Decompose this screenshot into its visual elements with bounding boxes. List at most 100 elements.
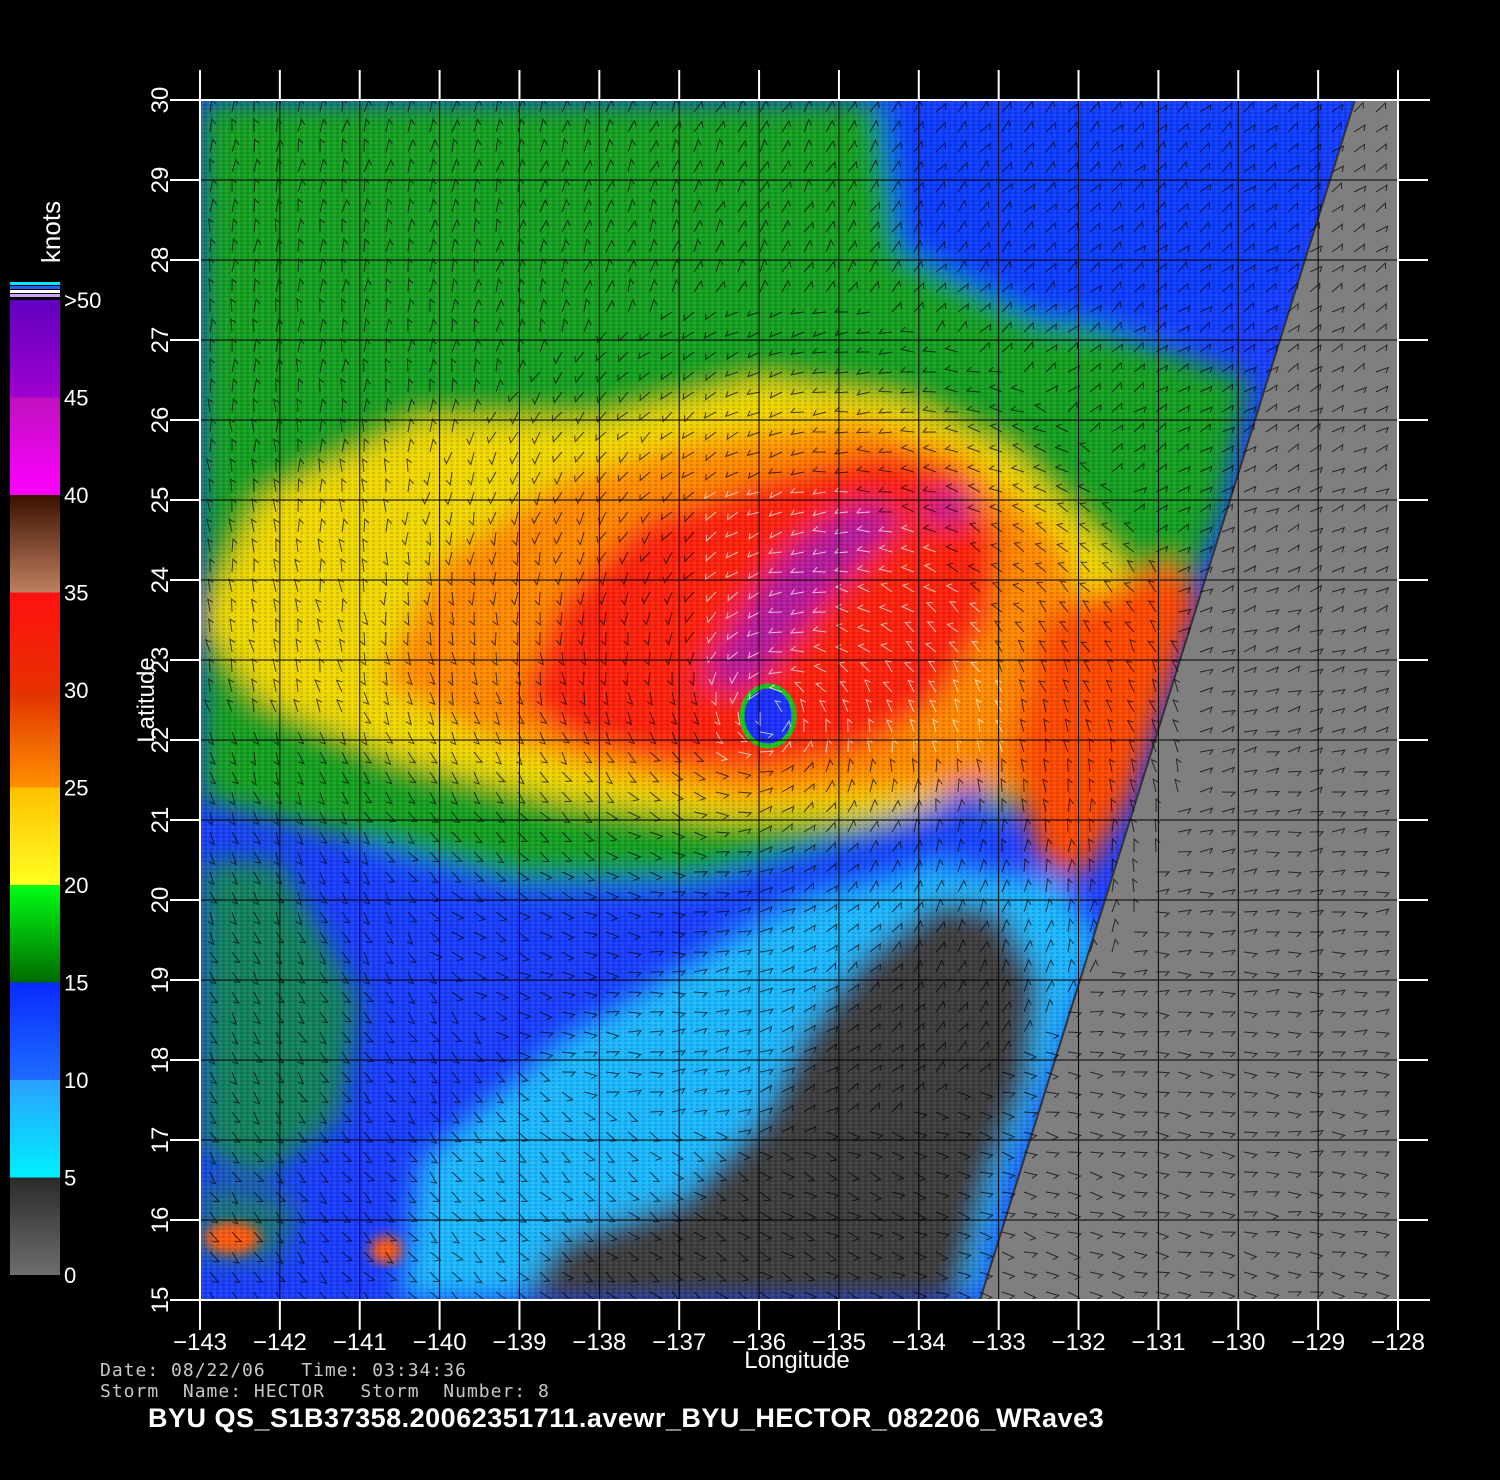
wind-barb [1221, 546, 1235, 553]
wind-barb [1122, 542, 1135, 553]
wind-barb [1331, 707, 1346, 715]
wind-barb [539, 771, 550, 783]
colorbar-segment [10, 592, 60, 690]
wind-barb [341, 991, 352, 1003]
wind-barb [649, 1051, 665, 1057]
wind-barb [869, 1231, 884, 1240]
wind-barb [319, 1251, 330, 1263]
wind-barb [1001, 1191, 1017, 1199]
wind-barb [1177, 362, 1189, 373]
wind-barb [473, 891, 485, 903]
lon-tick-label: −129 [1291, 1329, 1345, 1356]
wind-barb [791, 331, 805, 339]
wind-barb [445, 471, 453, 487]
wind-barb [512, 651, 519, 667]
wind-barb [790, 608, 805, 616]
wind-barb [385, 517, 393, 533]
wind-barb [935, 282, 947, 293]
wind-barb [1001, 260, 1012, 273]
wind-barb [1177, 1111, 1192, 1120]
wind-barb [385, 1091, 397, 1103]
wind-barb [574, 431, 585, 443]
wind-barb [451, 1251, 464, 1262]
wind-barb [1155, 971, 1171, 977]
wind-barb [1133, 1211, 1149, 1218]
wind-barb [473, 751, 483, 763]
wind-barb [583, 911, 598, 919]
wind-barb [1023, 141, 1035, 153]
wind-barb [1309, 668, 1324, 675]
wind-barb [1129, 638, 1136, 653]
wind-barb [517, 1031, 532, 1040]
wind-barb [231, 557, 238, 573]
wind-barb [1265, 830, 1281, 837]
wind-barb [1001, 899, 1011, 913]
wind-barb [759, 1084, 773, 1093]
wind-barb [269, 699, 277, 713]
wind-barb [1111, 817, 1119, 833]
wind-barb [1375, 809, 1390, 816]
wind-barb [231, 117, 237, 133]
wind-barb [539, 159, 549, 173]
wind-barb [1265, 524, 1278, 533]
lat-tick-label: 21 [147, 807, 174, 834]
wind-barb [1265, 870, 1280, 876]
wind-barb [495, 951, 509, 961]
wind-barb [451, 911, 465, 921]
wind-barb [1199, 263, 1212, 273]
wind-barb [1243, 301, 1255, 313]
wind-barb [574, 391, 585, 403]
wind-barb [825, 801, 837, 813]
wind-barb [1089, 959, 1099, 973]
wind-barb [1089, 222, 1101, 233]
wind-barb [574, 371, 585, 384]
wind-barb [407, 118, 416, 133]
wind-barb [1155, 871, 1171, 877]
wind-barb [253, 177, 260, 193]
wind-barb [646, 691, 653, 706]
wind-barb [1353, 890, 1369, 897]
wind-barb [230, 1011, 238, 1026]
wind-barb [429, 1091, 438, 1104]
wind-barb [1101, 502, 1113, 513]
wind-barb [1133, 244, 1147, 253]
wind-barb [746, 410, 761, 417]
wind-barb [605, 118, 614, 133]
wind-barb [495, 1031, 510, 1040]
wind-barb [1265, 1031, 1281, 1039]
wind-barb [341, 257, 347, 273]
wind-barb [767, 607, 783, 614]
wind-barb [253, 217, 260, 233]
wind-barb [988, 444, 1003, 453]
wind-barb [1309, 1191, 1324, 1199]
wind-barb [1010, 464, 1025, 473]
wind-barb [1045, 1191, 1061, 1199]
wind-barb [662, 411, 673, 423]
wind-barb [583, 1251, 595, 1262]
colorbar-segment [10, 300, 60, 398]
wind-barb [319, 577, 326, 593]
wind-barb [1089, 1091, 1104, 1099]
wind-barb [297, 1211, 306, 1224]
wind-barb [781, 719, 792, 733]
wind-barb [429, 911, 442, 922]
wind-barb [319, 1091, 329, 1103]
wind-barb [1175, 758, 1182, 773]
wind-barb [361, 558, 368, 573]
wind-barb [407, 1051, 417, 1064]
wind-barb [803, 280, 814, 293]
wind-barb [1331, 326, 1345, 333]
wind-barb [664, 651, 673, 666]
wind-barb [1100, 522, 1113, 533]
wind-barb [1221, 1211, 1236, 1219]
wind-barb [948, 641, 959, 653]
wind-barb [451, 931, 465, 941]
wind-barb [561, 1271, 575, 1281]
wind-barb [1177, 465, 1191, 473]
wind-barb [295, 658, 302, 673]
wind-barb [1111, 1091, 1126, 1100]
wind-barb [209, 1271, 220, 1283]
wind-barb [561, 951, 575, 961]
wind-barb [495, 159, 505, 173]
wind-barb [1177, 1051, 1192, 1059]
